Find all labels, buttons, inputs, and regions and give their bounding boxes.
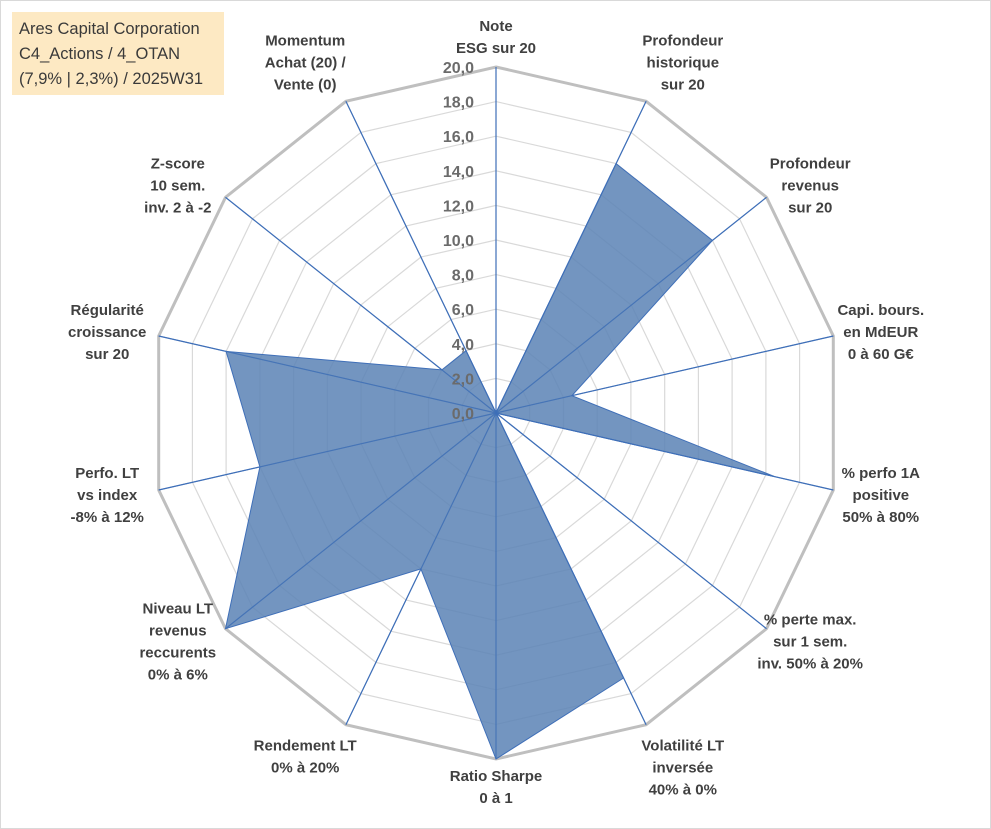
- axis-overlay-12: [225, 196, 497, 414]
- axis-overlay-5: [495, 412, 767, 630]
- axis-overlay-6: [495, 412, 647, 725]
- tick-label: 6,0: [452, 302, 474, 319]
- tick-label: 14,0: [443, 164, 474, 181]
- axis-label-line: 0% à 6%: [148, 667, 208, 684]
- series: [158, 67, 834, 760]
- axis-label-line: 10 sem.: [150, 177, 205, 194]
- axis-label-0: Note ESG sur 20: [456, 18, 536, 57]
- axis-label-line: Ratio Sharpe: [450, 768, 543, 785]
- axis-label-line: croissance: [68, 324, 146, 341]
- axis-label-line: historique: [647, 54, 720, 71]
- axis-label-2: Profondeur revenus sur 20: [770, 155, 851, 216]
- axis-label-line: Rendement LT: [254, 738, 357, 755]
- axis-label-line: Z-score: [151, 155, 205, 172]
- axis-label-line: inv. 2 à -2: [144, 199, 211, 216]
- axis-overlay-8: [345, 412, 497, 725]
- tick-label: 18,0: [443, 95, 474, 112]
- axis-overlay-2: [495, 196, 767, 414]
- axis-overlay-9: [225, 412, 497, 630]
- axis-overlay-1: [495, 101, 647, 414]
- axis-label-line: Vente (0): [274, 76, 337, 93]
- axis-label-line: Profondeur: [770, 155, 851, 172]
- series-area-0: [224, 162, 775, 760]
- axis-label-line: revenus: [781, 177, 839, 194]
- tick-labels: 0,0 2,0 4,0 6,0 8,0 10,0 12,0 14,0 16,0 18,0 20,0: [443, 60, 474, 423]
- axis-label-line: sur 20: [788, 199, 832, 216]
- axis-label-line: en MdEUR: [843, 324, 918, 341]
- axis-label-line: Profondeur: [642, 32, 723, 49]
- axis-label-line: Momentum: [265, 32, 345, 49]
- axis-label-4: % perfo 1A positive 50% à 80%: [842, 465, 921, 526]
- axis-overlay-10: [158, 412, 497, 491]
- axis-label-line: Volatilité LT: [641, 738, 724, 755]
- tick-label: 8,0: [452, 268, 474, 285]
- axis-label-5: % perte max. sur 1 sem. inv. 50% à 20%: [757, 612, 863, 673]
- axis-labels: Note ESG sur 20 Profondeur historique sur 20…: [68, 18, 924, 807]
- axis-overlay-13: [345, 101, 497, 414]
- axis-label-line: Perfo. LT: [75, 465, 139, 482]
- axis-label-line: % perfo 1A: [842, 465, 921, 482]
- axis-label-line: % perte max.: [764, 612, 857, 629]
- axis-label-line: Achat (20) /: [265, 54, 347, 71]
- axis-label-8: Rendement LT 0% à 20%: [254, 738, 357, 777]
- axis-label-6: Volatilité LT inversée 40% à 0%: [641, 738, 724, 799]
- axis-label-line: 40% à 0%: [649, 782, 717, 799]
- axis-label-line: inv. 50% à 20%: [757, 656, 863, 673]
- tick-label: 16,0: [443, 129, 474, 146]
- axis-label-line: 50% à 80%: [842, 509, 919, 526]
- axis-label-line: 0 à 1: [479, 790, 512, 807]
- axis-label-7: Ratio Sharpe 0 à 1: [450, 768, 543, 807]
- axis-label-line: sur 20: [661, 76, 705, 93]
- axis-label-line: ESG sur 20: [456, 40, 536, 57]
- tick-label: 0,0: [452, 406, 474, 423]
- axis-label-13: Momentum Achat (20) / Vente (0): [265, 32, 347, 93]
- axis-label-line: 0 à 60 G€: [848, 346, 915, 363]
- axis-label-9: Niveau LT revenus reccurents 0% à 6%: [139, 601, 216, 684]
- axis-label-line: 0% à 20%: [271, 760, 339, 777]
- axis-label-line: Régularité: [71, 302, 144, 319]
- tick-label: 4,0: [452, 337, 474, 354]
- axis-label-11: Régularité croissance sur 20: [68, 302, 146, 363]
- axis-label-line: positive: [852, 487, 909, 504]
- axis-label-line: inversée: [652, 760, 713, 777]
- company-name: Ares Capital Corporation: [19, 20, 200, 38]
- category-line: C4_Actions / 4_OTAN: [19, 45, 181, 63]
- stats-line: (7,9% | 2,3%) / 2025W31: [19, 70, 204, 88]
- axis-label-line: revenus: [149, 623, 207, 640]
- axis-label-line: Note: [479, 18, 512, 35]
- axis-label-10: Perfo. LT vs index -8% à 12%: [71, 465, 144, 526]
- axis-overlay-4: [495, 412, 834, 491]
- tick-label: 10,0: [443, 233, 474, 250]
- axis-label-3: Capi. bours. en MdEUR 0 à 60 G€: [837, 302, 924, 363]
- tick-label: 2,0: [452, 371, 474, 388]
- tick-label: 20,0: [443, 60, 474, 77]
- axis-label-line: sur 1 sem.: [773, 634, 847, 651]
- axis-label-12: Z-score 10 sem. inv. 2 à -2: [144, 155, 211, 216]
- axis-label-line: sur 20: [85, 346, 129, 363]
- axis-overlay-3: [495, 335, 834, 414]
- axis-label-line: -8% à 12%: [71, 509, 144, 526]
- info-box: Ares Capital Corporation C4_Actions / 4_…: [12, 12, 224, 95]
- axis-label-line: vs index: [77, 487, 138, 504]
- axis-label-line: Niveau LT: [143, 601, 214, 618]
- tick-label: 12,0: [443, 198, 474, 215]
- axis-overlay-11: [158, 335, 497, 414]
- axis-label-line: reccurents: [139, 645, 216, 662]
- axis-label-1: Profondeur historique sur 20: [642, 32, 723, 93]
- axis-label-line: Capi. bours.: [837, 302, 924, 319]
